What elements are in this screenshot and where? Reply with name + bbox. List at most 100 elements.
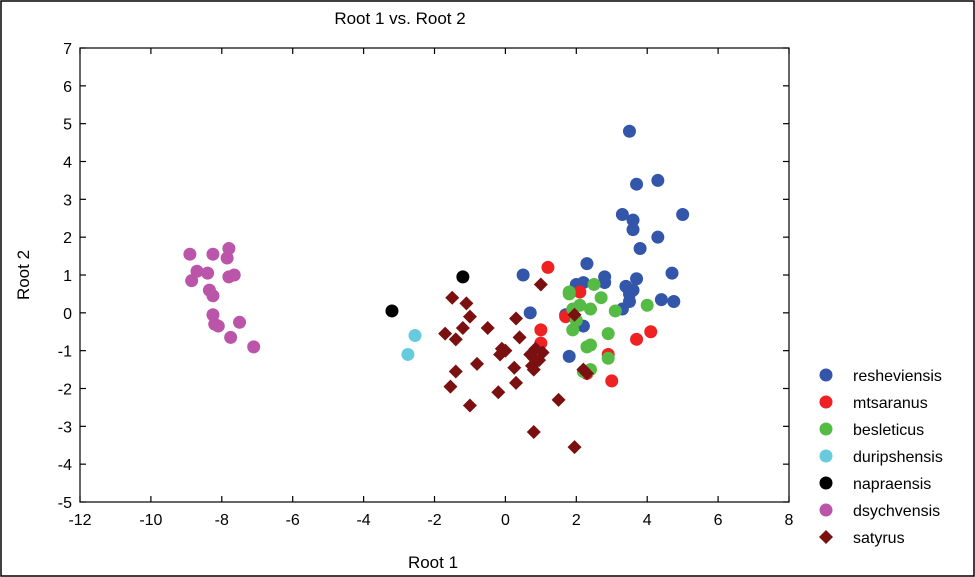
legend-label-besleticus: besleticus	[853, 422, 924, 439]
resheviensis-point	[667, 294, 681, 308]
satyrus-point	[480, 320, 495, 335]
legend-label-dsychvensis: dsychvensis	[853, 503, 940, 520]
mtsaranus-point	[534, 323, 548, 337]
plot-area	[79, 47, 790, 503]
resheviensis-point	[580, 257, 594, 271]
resheviensis-point	[654, 293, 668, 307]
dsychvensis-point	[185, 274, 199, 288]
dsychvensis-point	[247, 340, 261, 354]
legend-label-napraensis: napraensis	[853, 476, 931, 493]
satyrus-point	[507, 360, 522, 375]
satyrus-point	[567, 440, 582, 455]
x-tick-label: -6	[286, 512, 300, 529]
satyrus-point	[455, 320, 470, 335]
legend-marker-napraensis	[819, 476, 833, 490]
mtsaranus-point	[630, 332, 644, 346]
satyrus-point	[533, 277, 548, 292]
legend-marker-besleticus	[819, 422, 833, 436]
legend-marker-satyrus	[819, 530, 833, 544]
x-tick-label: -4	[356, 512, 370, 529]
y-tick-label: -4	[58, 457, 72, 474]
resheviensis-point	[633, 242, 647, 256]
satyrus-point	[445, 290, 460, 305]
besleticus-point	[594, 291, 608, 305]
legend-label-satyrus: satyrus	[853, 530, 905, 547]
satyrus-point	[526, 425, 541, 440]
dsychvensis-point	[206, 247, 220, 261]
mtsaranus-point	[541, 260, 555, 274]
y-tick-label: -1	[58, 344, 72, 361]
dsychvensis-point	[224, 330, 238, 344]
satyrus-point	[448, 364, 463, 379]
satyrus-point	[438, 326, 453, 341]
y-tick-label: 0	[63, 306, 72, 323]
y-tick-label: 3	[63, 192, 72, 209]
y-axis-label: Root 2	[14, 250, 33, 300]
y-tick-label: -5	[58, 495, 72, 512]
legend-label-duripshensis: duripshensis	[853, 449, 943, 466]
satyrus-point	[509, 375, 524, 390]
satyrus-point	[509, 311, 524, 326]
x-tick-label: 2	[572, 512, 581, 529]
dsychvensis-point	[211, 319, 225, 333]
series-napraensis	[385, 270, 470, 318]
x-tick-label: 0	[501, 512, 510, 529]
besleticus-point	[587, 277, 601, 291]
dsychvensis-point	[233, 315, 247, 329]
data-points	[183, 124, 690, 455]
mtsaranus-point	[644, 325, 658, 339]
series-duripshensis	[401, 329, 422, 361]
napraensis-point	[456, 270, 470, 284]
dsychvensis-point	[220, 251, 234, 265]
series-dsychvensis	[183, 242, 261, 354]
resheviensis-point	[651, 230, 665, 244]
y-tick-label: 1	[63, 268, 72, 285]
resheviensis-point	[651, 173, 665, 187]
dsychvensis-point	[222, 270, 236, 284]
dsychvensis-point	[183, 247, 197, 261]
x-tick-label: -8	[215, 512, 229, 529]
besleticus-point	[601, 327, 615, 341]
satyrus-point	[567, 307, 582, 322]
y-tick-label: -2	[58, 382, 72, 399]
satyrus-point	[448, 332, 463, 347]
satyrus-point	[443, 379, 458, 394]
resheviensis-point	[676, 207, 690, 221]
besleticus-point	[583, 302, 597, 316]
resheviensis-point	[523, 306, 537, 320]
besleticus-point	[601, 351, 615, 365]
x-tick-label: -2	[427, 512, 441, 529]
x-tick-label: -12	[68, 512, 91, 529]
resheviensis-point	[626, 223, 640, 237]
resheviensis-point	[622, 124, 636, 138]
satyrus-point	[491, 385, 506, 400]
x-tick-label: -10	[139, 512, 162, 529]
besleticus-point	[562, 287, 576, 301]
x-tick-label: 4	[643, 512, 652, 529]
besleticus-point	[640, 298, 654, 312]
napraensis-point	[385, 304, 399, 318]
satyrus-point	[493, 347, 508, 362]
resheviensis-point	[630, 272, 644, 286]
dsychvensis-point	[190, 264, 204, 278]
mtsaranus-point	[605, 374, 619, 388]
chart-title: Root 1 vs. Root 2	[334, 9, 465, 28]
legend-label-mtsaranus: mtsaranus	[853, 395, 928, 412]
besleticus-point	[580, 340, 594, 354]
mtsaranus-point	[573, 285, 587, 299]
dsychvensis-point	[206, 289, 220, 303]
satyrus-point	[579, 366, 594, 381]
satyrus-point	[462, 398, 477, 413]
satyrus-point	[512, 330, 527, 345]
y-tick-label: -3	[58, 419, 72, 436]
duripshensis-point	[401, 347, 415, 361]
dsychvensis-point	[201, 266, 215, 280]
series-satyrus	[438, 277, 594, 455]
y-tick-label: 5	[63, 117, 72, 134]
duripshensis-point	[408, 329, 422, 343]
besleticus-point	[608, 304, 622, 318]
resheviensis-point	[615, 207, 629, 221]
resheviensis-point	[665, 266, 679, 280]
